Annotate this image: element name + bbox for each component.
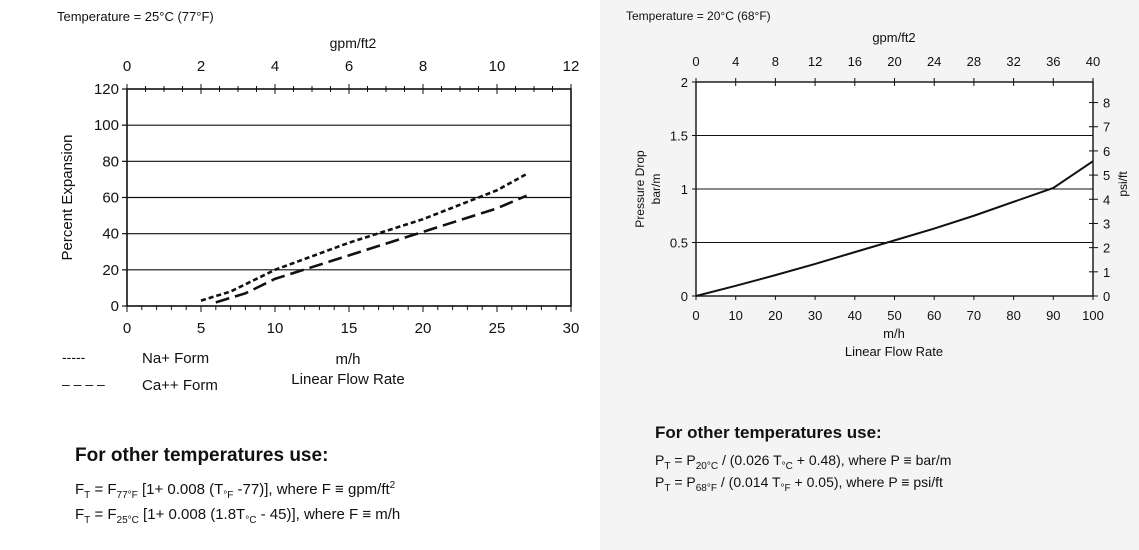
left-x2-tick-label: 6	[345, 58, 353, 75]
left-series-line-ca-form	[215, 194, 528, 304]
right-y-tick-label: 1	[681, 182, 688, 197]
right-y-tick-label: 0	[681, 289, 688, 304]
right-x2-tick-label: 16	[848, 54, 862, 69]
right-y-tick-label: 2	[681, 75, 688, 90]
right-x-axis-title: Linear Flow Rate	[845, 344, 943, 359]
left-x2-tick-label: 4	[271, 58, 279, 75]
right-series-line-pressure-drop	[695, 160, 1094, 297]
right-x2-tick-label: 8	[772, 54, 779, 69]
right-y-axis-unit: bar/m	[649, 174, 663, 205]
right-x-tick-label: 100	[1082, 308, 1104, 323]
right-x2-axis-title: gpm/ft2	[872, 30, 915, 45]
left-legend-marker: -----	[62, 349, 86, 365]
right-x-tick-label: 50	[887, 308, 901, 323]
right-y2-axis-title: psi/ft	[1116, 171, 1130, 197]
left-formula-1: FT = F77°F [1+ 0.008 (T°F -77)], where F…	[75, 480, 396, 501]
left-x2-tick-label: 2	[197, 58, 205, 75]
left-y-tick-label: 80	[102, 153, 119, 170]
left-y-tick-label: 40	[102, 226, 119, 243]
right-y2-tick-label: 2	[1103, 241, 1110, 256]
left-legend-label: Na+ Form	[142, 350, 209, 367]
right-y-tick-label: 1.5	[670, 129, 688, 144]
left-note-title: For other temperatures use:	[75, 445, 329, 466]
right-x2-tick-label: 4	[732, 54, 739, 69]
left-x2-tick-label: 10	[489, 58, 506, 75]
left-x2-axis-title: gpm/ft2	[330, 35, 377, 51]
left-x2-tick-label: 8	[419, 58, 427, 75]
right-x2-tick-label: 36	[1046, 54, 1060, 69]
left-x-tick-label: 0	[123, 320, 131, 337]
right-x2-tick-label: 32	[1006, 54, 1020, 69]
left-x-tick-label: 15	[341, 320, 358, 337]
right-x-tick-label: 10	[728, 308, 742, 323]
right-x2-tick-label: 24	[927, 54, 941, 69]
right-y2-tick-label: 5	[1103, 168, 1110, 183]
left-x-tick-label: 20	[415, 320, 432, 337]
right-y2-tick-label: 8	[1103, 96, 1110, 111]
left-x-axis-unit: m/h	[335, 351, 360, 368]
left-y-tick-label: 100	[94, 117, 119, 134]
right-y2-tick-label: 1	[1103, 265, 1110, 280]
left-y-tick-label: 60	[102, 190, 119, 207]
right-temperature-label: Temperature = 20°C (68°F)	[626, 9, 771, 23]
left-y-axis-title: Percent Expansion	[59, 135, 76, 261]
left-formula-2: FT = F25°C [1+ 0.008 (1.8T°C - 45)], whe…	[75, 506, 401, 526]
right-chart-panel: Temperature = 20°C (68°F) 0 0.5 1 1.5 2 0 1 2 3 4…	[600, 0, 1139, 550]
right-x-tick-label: 0	[692, 308, 699, 323]
left-y-tick-label: 20	[102, 262, 119, 279]
left-x2-tick-label: 12	[563, 58, 580, 75]
right-x2-tick-label: 28	[967, 54, 981, 69]
right-x2-tick-label: 20	[887, 54, 901, 69]
right-y-axis-title: Pressure Drop	[633, 150, 647, 228]
left-legend-label: Ca++ Form	[142, 377, 218, 394]
right-x-tick-label: 90	[1046, 308, 1060, 323]
right-x-tick-label: 30	[808, 308, 822, 323]
right-note-title: For other temperatures use:	[655, 423, 882, 442]
right-formula-2: PT = P68°F / (0.014 T°F + 0.05), where P…	[655, 474, 943, 494]
left-series-line-na-form	[200, 172, 528, 302]
left-x-axis-title: Linear Flow Rate	[291, 371, 404, 388]
right-x-tick-label: 40	[848, 308, 862, 323]
right-y2-tick-label: 6	[1103, 144, 1110, 159]
right-y2-tick-label: 4	[1103, 192, 1110, 207]
left-x-tick-label: 25	[489, 320, 506, 337]
left-y-tick-label: 0	[111, 298, 119, 315]
left-x-tick-label: 30	[563, 320, 580, 337]
left-chart-panel: Temperature = 25°C (77°F) 0 20 40 60 80 100 12…	[57, 9, 580, 526]
right-x-tick-label: 70	[967, 308, 981, 323]
right-x2-tick-label: 12	[808, 54, 822, 69]
right-y2-tick-label: 7	[1103, 120, 1110, 135]
right-x-tick-label: 20	[768, 308, 782, 323]
left-x-tick-label: 10	[267, 320, 284, 337]
right-x-tick-label: 80	[1006, 308, 1020, 323]
right-y-tick-label: 0.5	[670, 236, 688, 251]
left-temperature-label: Temperature = 25°C (77°F)	[57, 9, 214, 24]
left-legend-marker: – – – –	[62, 376, 105, 392]
right-y2-tick-label: 0	[1103, 289, 1110, 304]
right-x2-tick-label: 40	[1086, 54, 1100, 69]
left-y-tick-label: 120	[94, 81, 119, 98]
right-x-tick-label: 60	[927, 308, 941, 323]
right-y2-tick-label: 3	[1103, 216, 1110, 231]
right-x2-tick-label: 0	[692, 54, 699, 69]
left-x2-tick-label: 0	[123, 58, 131, 75]
right-formula-1: PT = P20°C / (0.026 T°C + 0.48), where P…	[655, 452, 952, 472]
left-x-tick-label: 5	[197, 320, 205, 337]
right-x-axis-unit: m/h	[883, 326, 905, 341]
